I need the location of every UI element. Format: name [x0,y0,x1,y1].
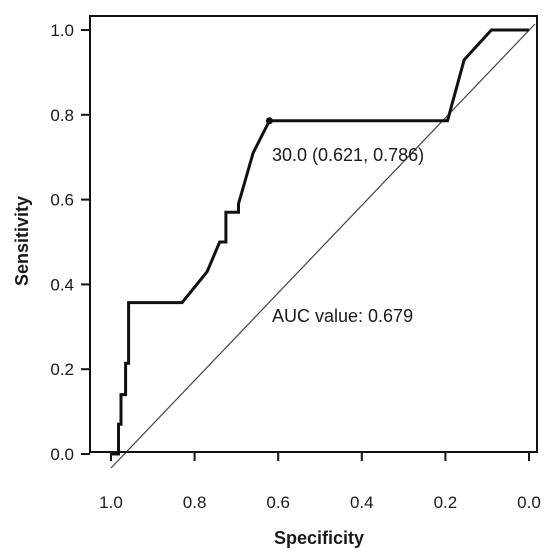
reference-diagonal-line [110,23,536,469]
y-axis-title: Sensitivity [12,196,32,286]
plot-frame [89,15,538,453]
auc-annotation: AUC value: 0.679 [272,306,413,326]
x-axis-title: Specificity [274,528,364,548]
y-tick-label: 0.4 [50,275,74,294]
y-tick-label: 0.6 [50,191,74,210]
x-tick-label: 0.4 [350,493,374,512]
y-tick-label: 0.2 [50,360,74,379]
y-tick-label: 1.0 [50,21,74,40]
cutoff-point-marker [265,117,273,125]
y-tick-label: 0.8 [50,106,74,125]
x-tick-label: 0.2 [434,493,458,512]
y-tick-label: 0.0 [50,445,74,464]
x-tick-label: 1.0 [99,493,123,512]
x-tick-label: 0.8 [183,493,207,512]
cutoff-annotation: 30.0 (0.621, 0.786) [272,145,424,165]
x-tick-label: 0.6 [266,493,290,512]
roc-curve-line [111,28,529,456]
axis-ticks: 1.0 0.8 0.6 0.4 0.2 0.0 0.0 0.2 0.4 0.6 0.8 1.0 [50,21,540,512]
x-tick-label: 0.0 [517,493,541,512]
